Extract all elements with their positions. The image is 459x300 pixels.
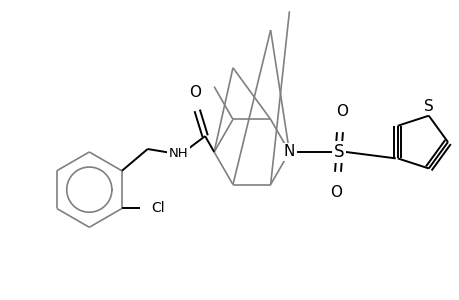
Text: O: O xyxy=(335,104,347,119)
Text: NH: NH xyxy=(168,148,188,160)
Text: S: S xyxy=(333,143,343,161)
Text: N: N xyxy=(283,145,295,160)
Text: O: O xyxy=(329,185,341,200)
Text: S: S xyxy=(423,99,433,114)
Text: Cl: Cl xyxy=(151,202,165,215)
Text: O: O xyxy=(189,85,201,100)
